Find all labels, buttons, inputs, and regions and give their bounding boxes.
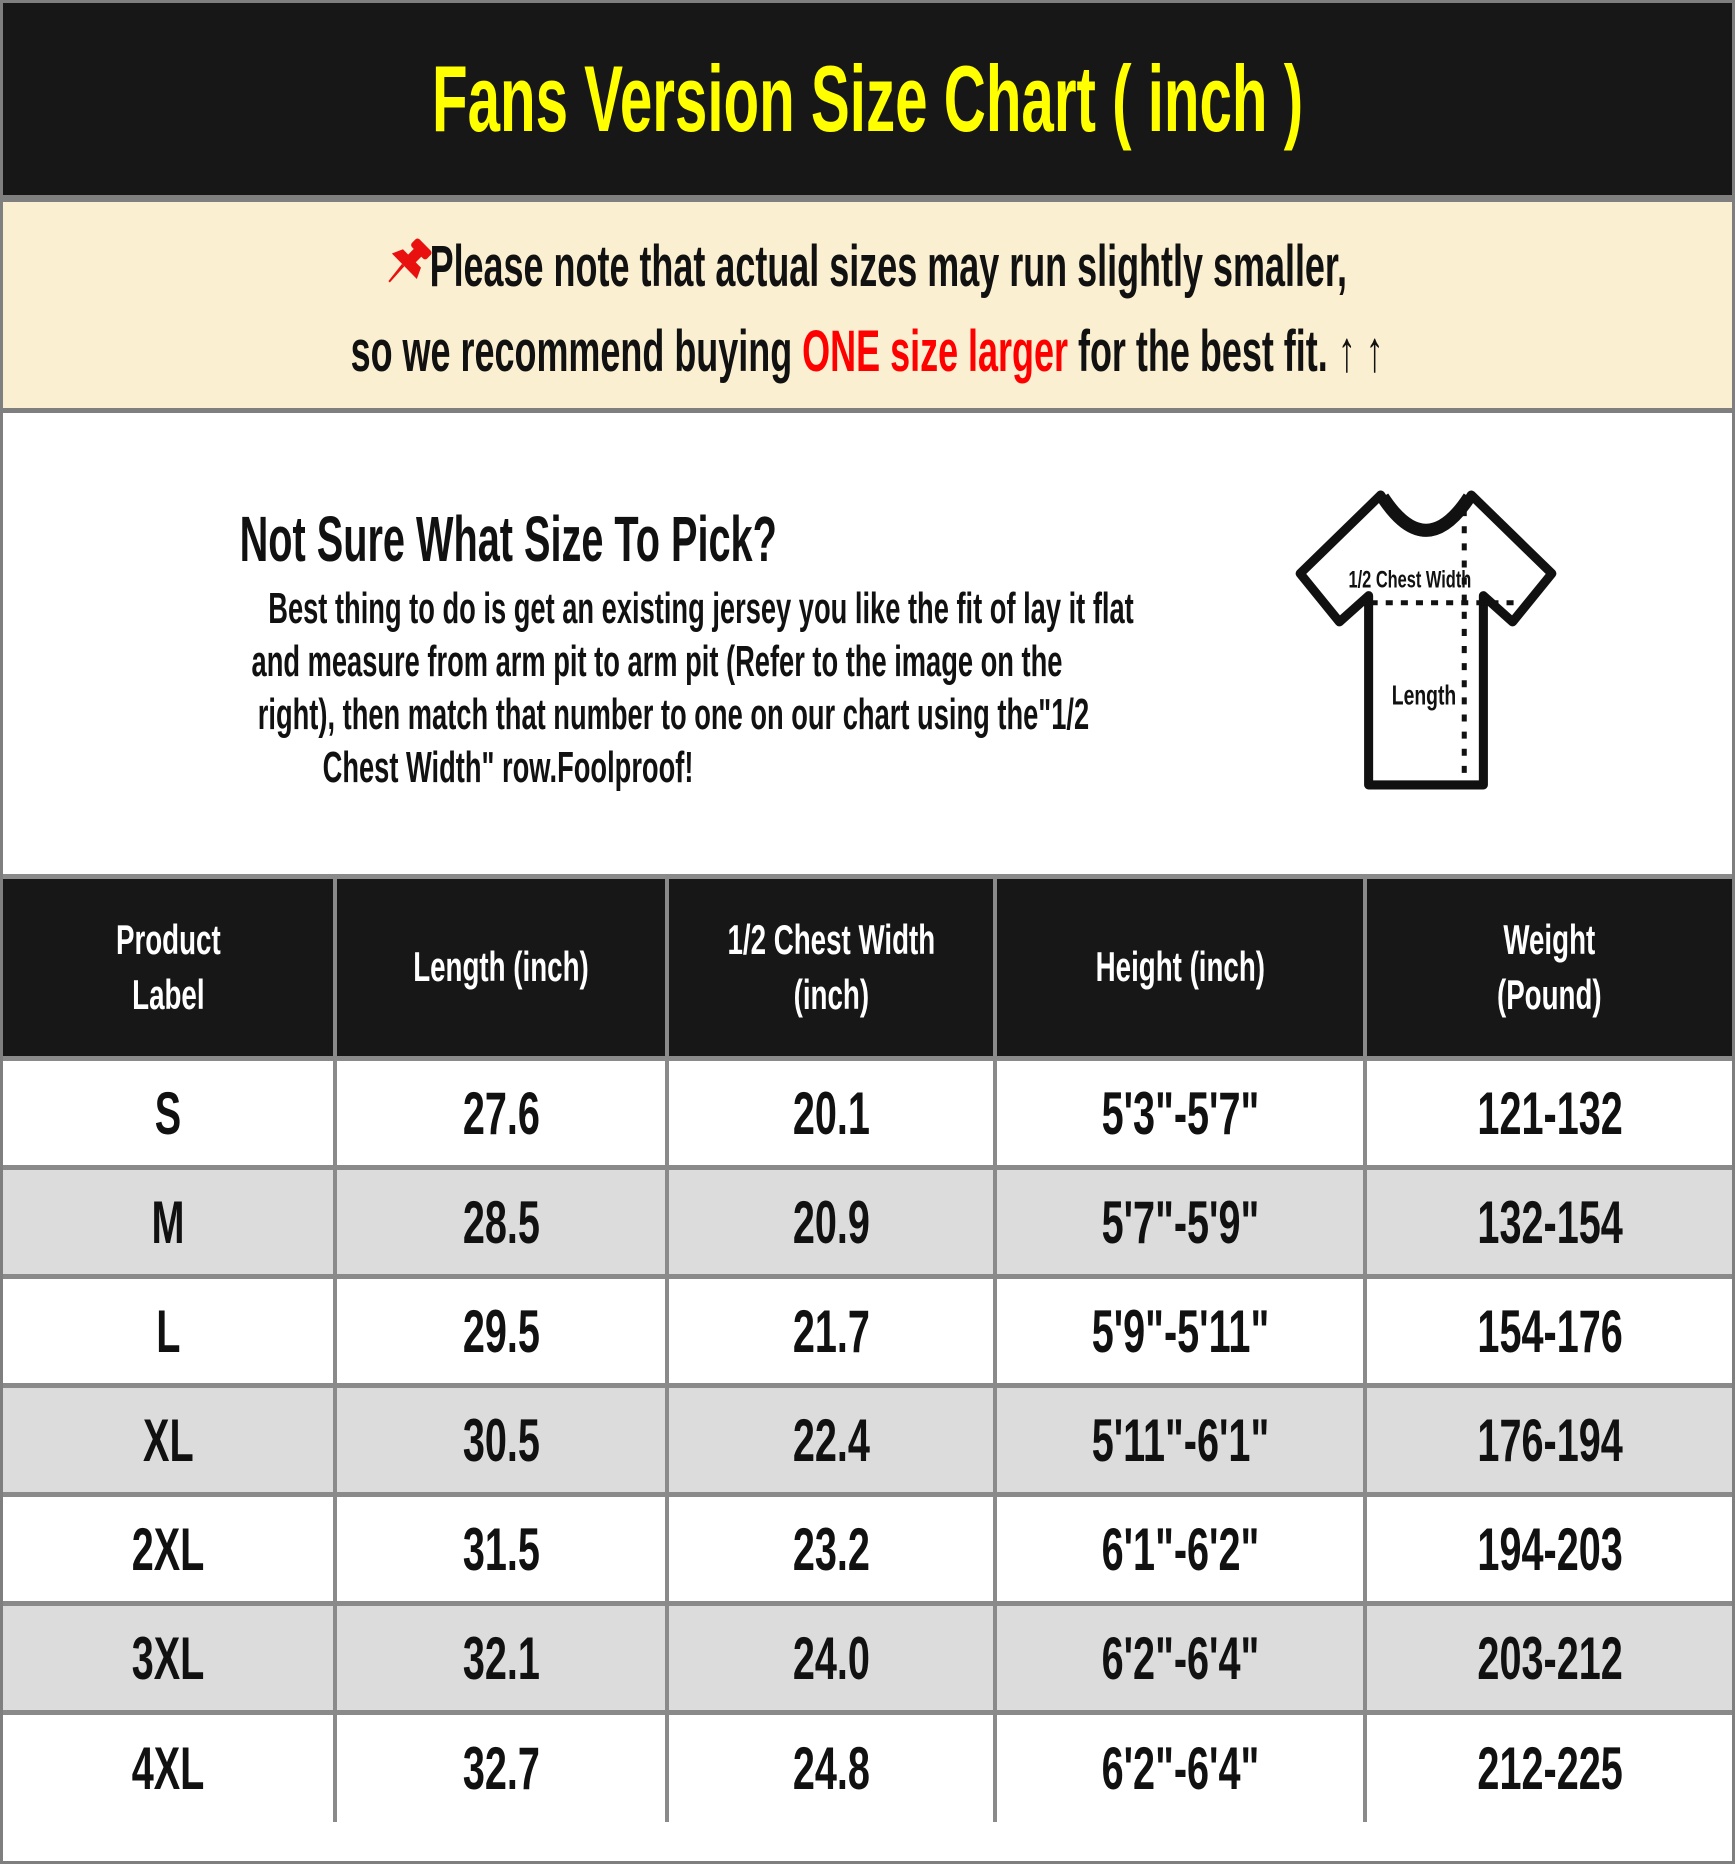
length-cell: 27.6	[332, 1056, 669, 1170]
product-label-cell: 2XL	[3, 1492, 337, 1606]
tshirt-outline	[1295, 490, 1557, 790]
header-product-label: Product Label	[3, 874, 337, 1061]
table-row: 3XL 32.1 24.0 6'2"-6'4" 203-212	[3, 1601, 1732, 1715]
body-line: Best thing to do is get an existing jers…	[268, 583, 1134, 633]
header-length: Length (inch)	[332, 874, 669, 1061]
note-line-2: so we recommend buying ONE size larger f…	[34, 322, 1700, 381]
chest-width-label: 1/2 Chest Width	[1348, 567, 1471, 594]
chest-width-cell: 21.7	[664, 1274, 998, 1388]
note-text-1: Please note that actual sizes may run sl…	[429, 233, 1347, 299]
length-cell: 29.5	[332, 1274, 669, 1388]
weight-cell: 154-176	[1363, 1274, 1732, 1388]
note-line-1: Please note that actual sizes may run sl…	[95, 230, 1641, 302]
weight-cell: 121-132	[1363, 1056, 1732, 1170]
table-row: L 29.5 21.7 5'9"-5'11" 154-176	[3, 1274, 1732, 1388]
table-row: XL 30.5 22.4 5'11"-6'1" 176-194	[3, 1383, 1732, 1497]
length-cell: 31.5	[332, 1492, 669, 1606]
size-table-body: S 27.6 20.1 5'3"-5'7" 121-132 M 28.5 20.…	[3, 1056, 1732, 1822]
pushpin-icon	[388, 237, 432, 283]
table-row: S 27.6 20.1 5'3"-5'7" 121-132	[3, 1056, 1732, 1170]
body-line: and measure from arm pit to arm pit (Ref…	[251, 636, 1063, 686]
weight-cell: 132-154	[1363, 1165, 1732, 1279]
height-cell: 5'9"-5'11"	[993, 1274, 1368, 1388]
note-highlight: ONE size larger	[802, 318, 1069, 384]
height-cell: 5'3"-5'7"	[993, 1056, 1368, 1170]
height-cell: 6'1"-6'2"	[993, 1492, 1368, 1606]
length-cell: 32.1	[332, 1601, 669, 1715]
height-cell: 6'2"-6'4"	[993, 1710, 1368, 1822]
body-line: Chest Width" row.Foolproof!	[322, 742, 694, 792]
note-text-2-suffix: for the best fit. ↑ ↑	[1068, 318, 1385, 384]
product-label-cell: 4XL	[3, 1710, 337, 1822]
page-title: Fans Version Size Chart ( inch )	[431, 46, 1304, 151]
product-label-cell: M	[3, 1165, 337, 1279]
chest-width-cell: 20.1	[664, 1056, 998, 1170]
chest-width-cell: 24.0	[664, 1601, 998, 1715]
tshirt-measurement-diagram: 1/2 Chest Width Length	[1295, 490, 1557, 790]
size-table-header: Product Label Length (inch) 1/2 Chest Wi…	[3, 874, 1732, 1061]
size-help-text: Not Sure What Size To Pick? Best thing t…	[3, 503, 1134, 794]
weight-cell: 203-212	[1363, 1601, 1732, 1715]
body-line: right), then match that number to one on…	[257, 689, 1090, 739]
header-weight: Weight (Pound)	[1363, 874, 1732, 1061]
table-row: M 28.5 20.9 5'7"-5'9" 132-154	[3, 1165, 1732, 1279]
product-label-cell: 3XL	[3, 1601, 337, 1715]
title-banner: Fans Version Size Chart ( inch )	[3, 3, 1732, 195]
length-cell: 32.7	[332, 1710, 669, 1822]
length-cell: 30.5	[332, 1383, 669, 1497]
header-row: Product Label Length (inch) 1/2 Chest Wi…	[3, 874, 1732, 1061]
note-banner: Please note that actual sizes may run sl…	[3, 195, 1732, 408]
chest-width-cell: 20.9	[664, 1165, 998, 1279]
size-help-body: Best thing to do is get an existing jers…	[3, 582, 1134, 794]
product-label-cell: S	[3, 1056, 337, 1170]
size-help-section: Not Sure What Size To Pick? Best thing t…	[3, 408, 1732, 874]
height-cell: 5'7"-5'9"	[993, 1165, 1368, 1279]
table-row: 4XL 32.7 24.8 6'2"-6'4" 212-225	[3, 1710, 1732, 1822]
tshirt-collar	[1377, 493, 1475, 537]
product-label-cell: XL	[3, 1383, 337, 1497]
weight-cell: 212-225	[1363, 1710, 1732, 1822]
chest-width-cell: 23.2	[664, 1492, 998, 1606]
note-text-2-prefix: so we recommend buying	[350, 318, 803, 384]
table-row: 2XL 31.5 23.2 6'1"-6'2" 194-203	[3, 1492, 1732, 1606]
weight-cell: 194-203	[1363, 1492, 1732, 1606]
product-label-cell: L	[3, 1274, 337, 1388]
weight-cell: 176-194	[1363, 1383, 1732, 1497]
length-cell: 28.5	[332, 1165, 669, 1279]
length-label: Length	[1392, 678, 1456, 710]
header-chest-width: 1/2 Chest Width (inch)	[664, 874, 998, 1061]
size-help-heading: Not Sure What Size To Pick?	[239, 503, 777, 575]
header-height: Height (inch)	[993, 874, 1368, 1061]
height-cell: 6'2"-6'4"	[993, 1601, 1368, 1715]
chest-width-cell: 22.4	[664, 1383, 998, 1497]
height-cell: 5'11"-6'1"	[993, 1383, 1368, 1497]
chest-width-cell: 24.8	[664, 1710, 998, 1822]
size-table: Product Label Length (inch) 1/2 Chest Wi…	[3, 874, 1732, 1822]
